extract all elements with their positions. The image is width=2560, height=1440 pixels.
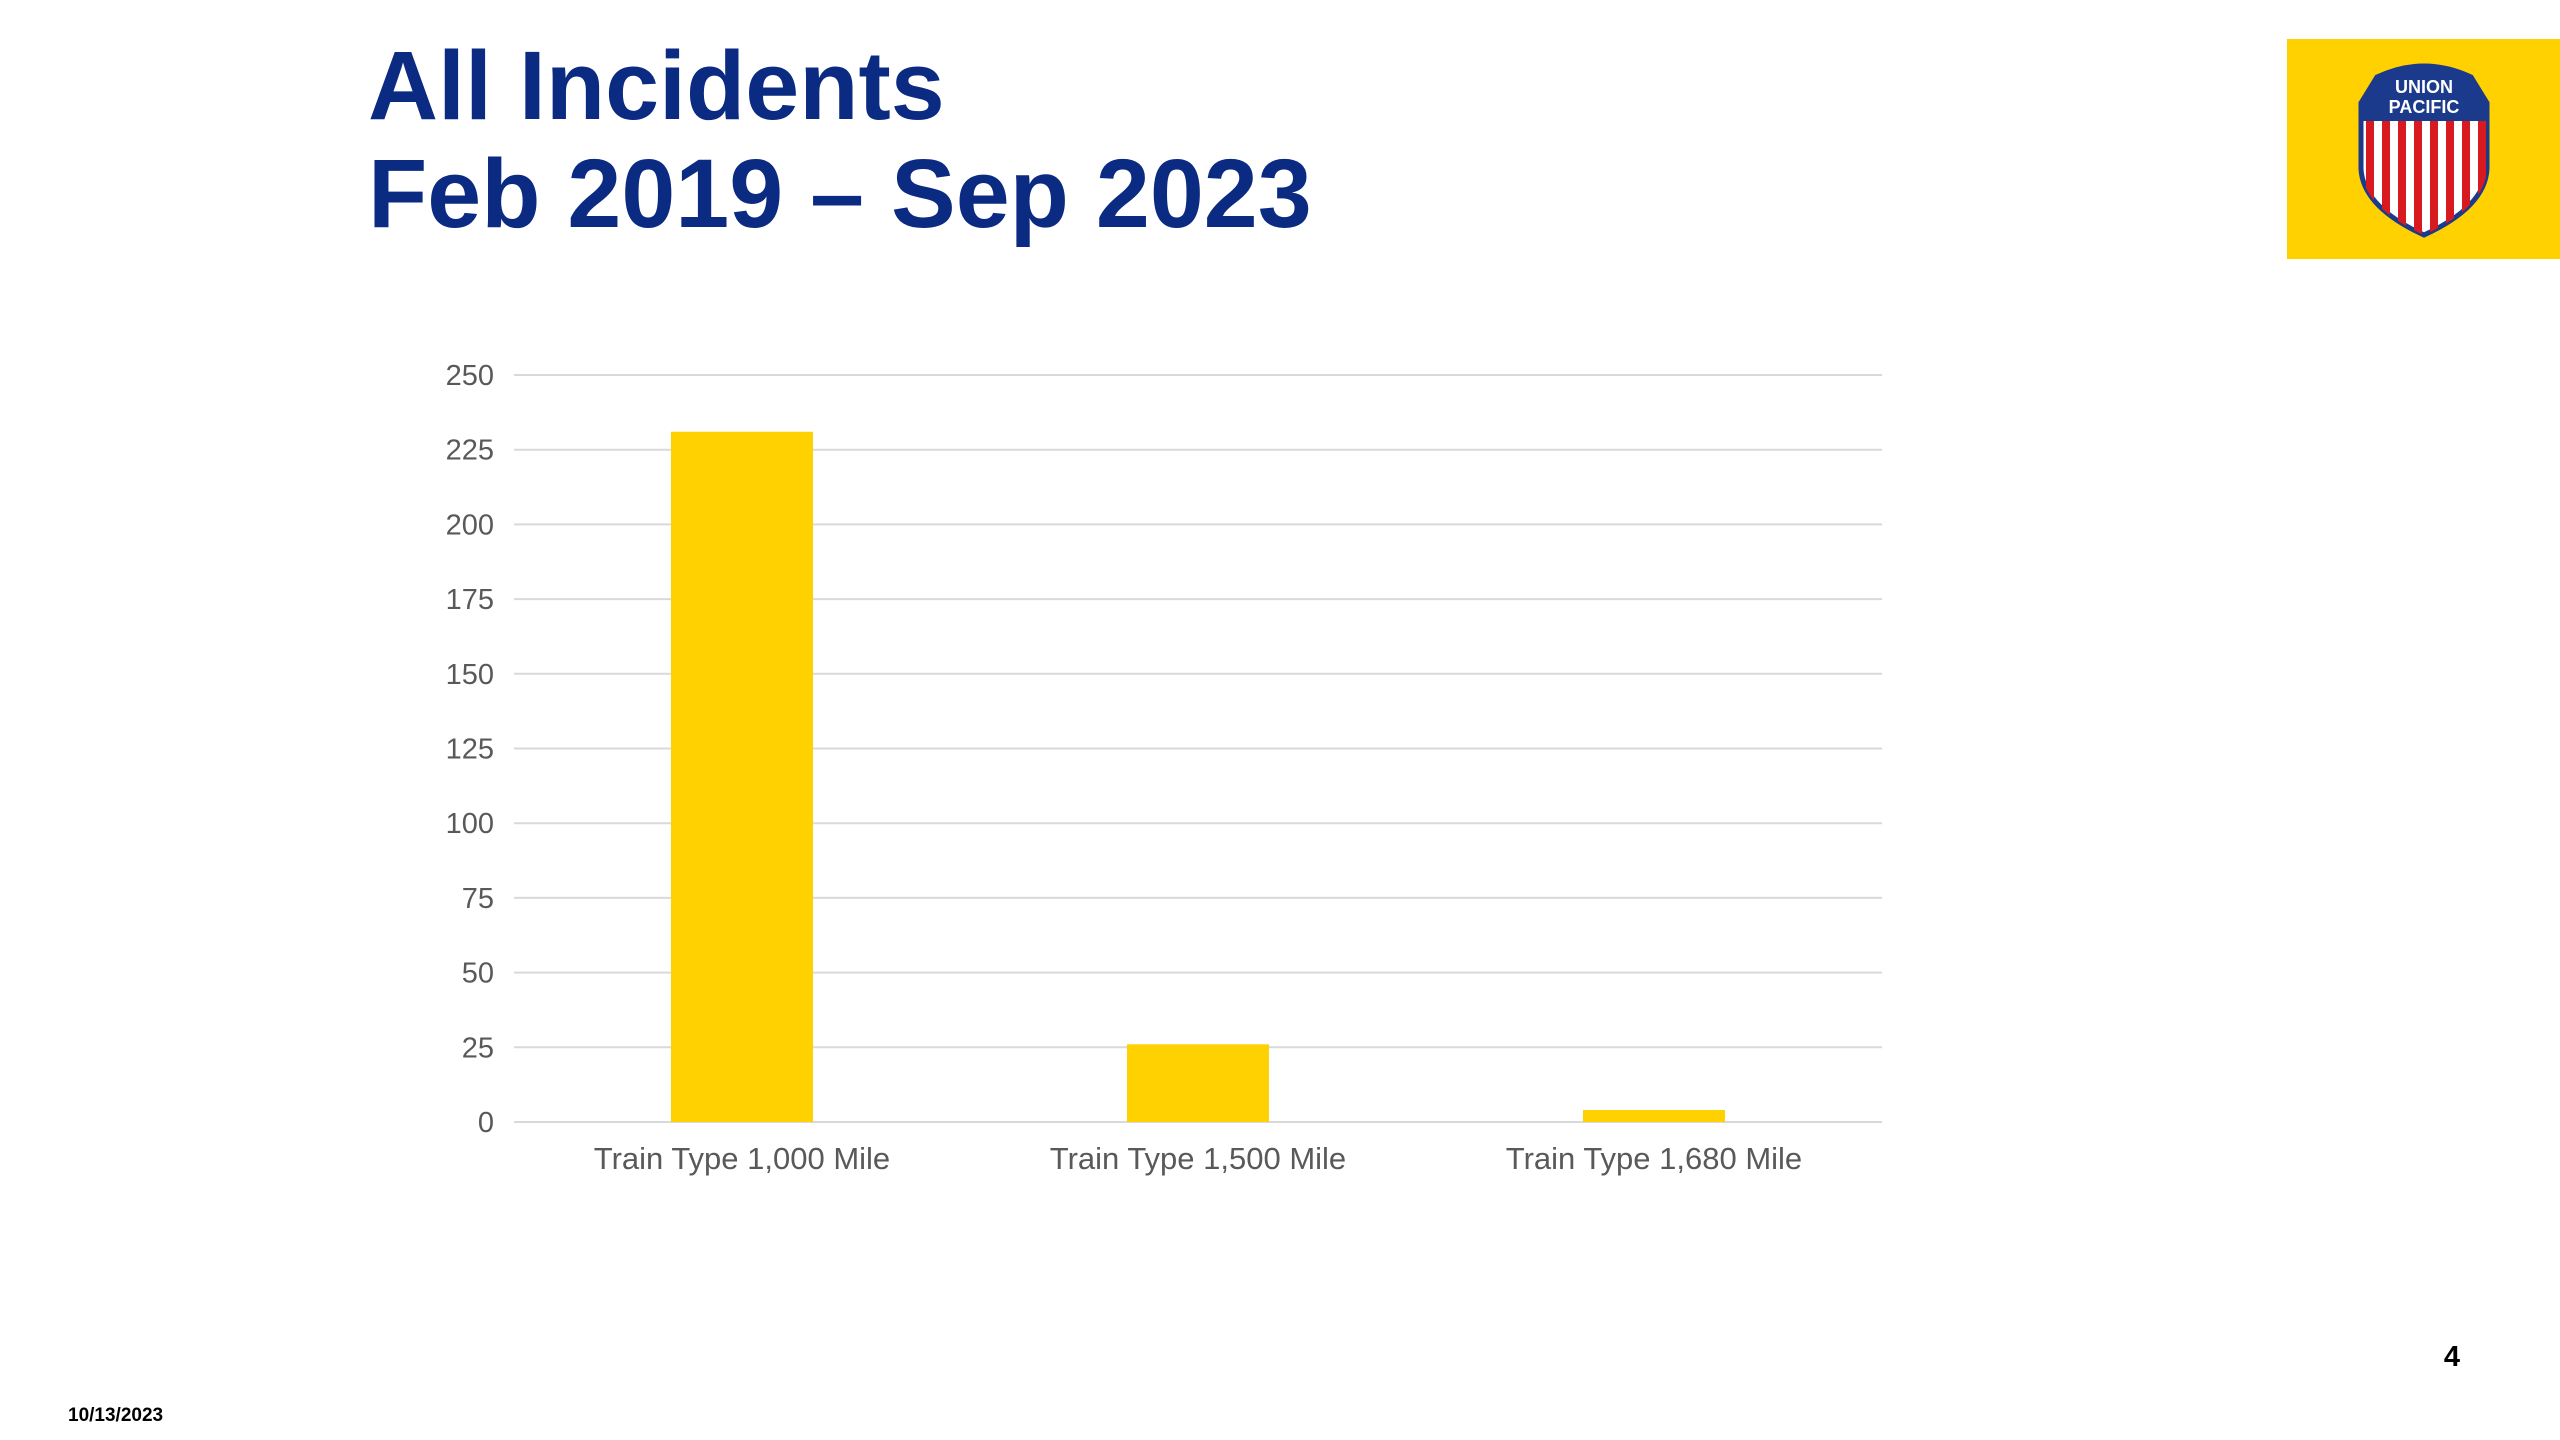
slide-title-line-2: Feb 2019 – Sep 2023 bbox=[368, 139, 1312, 248]
y-tick-label: 175 bbox=[446, 584, 494, 616]
union-pacific-logo: UNION PACIFIC bbox=[2287, 39, 2560, 259]
y-tick-label: 200 bbox=[446, 509, 494, 541]
shield-stripes bbox=[2361, 66, 2487, 235]
x-category-label: Train Type 1,500 Mile bbox=[1050, 1141, 1346, 1176]
y-tick-label: 0 bbox=[478, 1107, 494, 1139]
bar bbox=[1127, 1044, 1269, 1122]
union-pacific-shield-icon: UNION PACIFIC bbox=[2358, 63, 2490, 238]
slide-title-line-1: All Incidents bbox=[368, 31, 945, 140]
y-tick-label: 25 bbox=[462, 1032, 494, 1064]
y-tick-label: 75 bbox=[462, 883, 494, 915]
footer-date: 10/13/2023 bbox=[68, 1405, 164, 1426]
page-number: 4 bbox=[2443, 1341, 2460, 1373]
logo-text-union: UNION bbox=[2395, 77, 2453, 97]
bar bbox=[671, 431, 813, 1123]
y-tick-label: 125 bbox=[446, 734, 494, 766]
x-category-label: Train Type 1,000 Mile bbox=[594, 1141, 890, 1176]
y-tick-label: 250 bbox=[446, 360, 494, 392]
y-tick-label: 225 bbox=[446, 435, 494, 467]
y-tick-label: 100 bbox=[446, 808, 494, 840]
y-tick-label: 50 bbox=[462, 958, 494, 990]
slide-title: All Incidents Feb 2019 – Sep 2023 bbox=[368, 32, 1312, 248]
bar bbox=[1583, 1110, 1725, 1122]
incidents-bar-chart: 0 25 50 75 100 125 150 175 200 225 250 Train Type 1… bbox=[380, 340, 1900, 1190]
logo-text-pacific: PACIFIC bbox=[2389, 97, 2460, 117]
chart-canvas: 0 25 50 75 100 125 150 175 200 225 250 Train Type 1… bbox=[446, 360, 1882, 1176]
x-category-label: Train Type 1,680 Mile bbox=[1506, 1141, 1802, 1176]
y-tick-label: 150 bbox=[446, 659, 494, 691]
